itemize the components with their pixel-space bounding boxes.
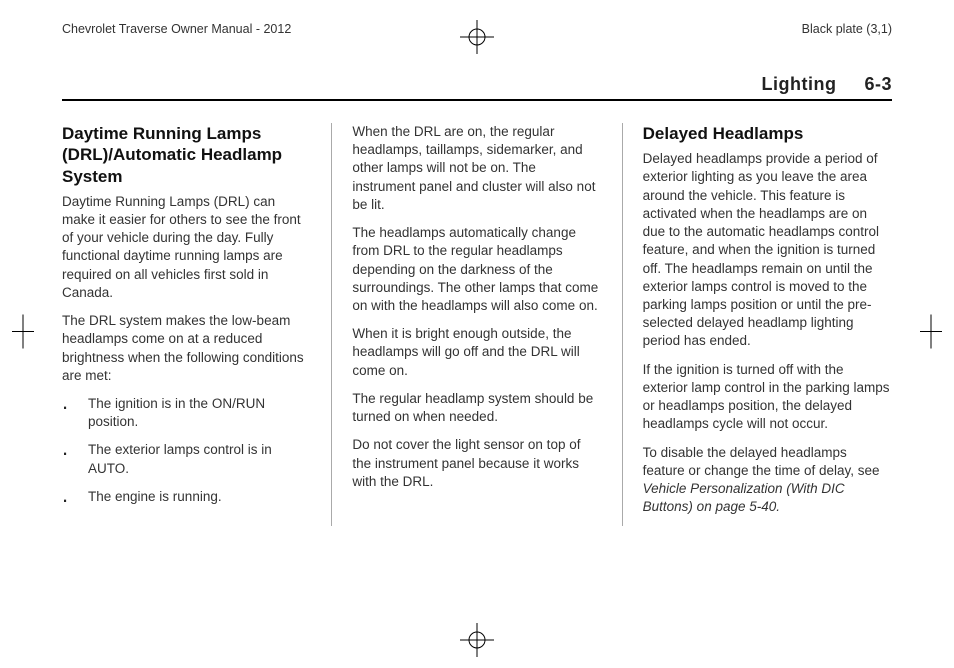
- paragraph: When the DRL are on, the regular headlam…: [352, 123, 601, 214]
- registration-mark-top-icon: [460, 20, 494, 59]
- paragraph: The DRL system makes the low-beam headla…: [62, 312, 311, 385]
- paragraph: The regular headlamp system should be tu…: [352, 390, 601, 426]
- paragraph: If the ignition is turned off with the e…: [643, 361, 892, 434]
- running-head-section: Lighting: [762, 74, 837, 95]
- paragraph: When it is bright enough outside, the he…: [352, 325, 601, 380]
- registration-mark-bottom-icon: [460, 623, 494, 662]
- list-item: The ignition is in the ON/RUN position.: [62, 395, 311, 431]
- registration-mark-right-icon: [920, 315, 942, 354]
- heading-delayed-headlamps: Delayed Headlamps: [643, 123, 892, 144]
- column-3: Delayed Headlamps Delayed headlamps prov…: [622, 123, 892, 526]
- body-columns: Daytime Running Lamps (DRL)/Automatic He…: [62, 123, 892, 526]
- running-head: Lighting 6-3: [62, 74, 892, 101]
- column-1: Daytime Running Lamps (DRL)/Automatic He…: [62, 123, 311, 526]
- text: To disable the delayed headlamps feature…: [643, 445, 880, 478]
- paragraph: The headlamps automatically change from …: [352, 224, 601, 315]
- paragraph: Daytime Running Lamps (DRL) can make it …: [62, 193, 311, 302]
- header-left: Chevrolet Traverse Owner Manual - 2012: [62, 22, 291, 36]
- paragraph: To disable the delayed headlamps feature…: [643, 444, 892, 517]
- paragraph: Delayed headlamps provide a period of ex…: [643, 150, 892, 350]
- list-item: The engine is running.: [62, 488, 311, 506]
- heading-drl: Daytime Running Lamps (DRL)/Automatic He…: [62, 123, 311, 187]
- cross-reference: Vehicle Personalization (With DIC Button…: [643, 481, 845, 514]
- running-head-page: 6-3: [864, 74, 892, 95]
- bullet-list: The ignition is in the ON/RUN position. …: [62, 395, 311, 506]
- column-2: When the DRL are on, the regular headlam…: [331, 123, 601, 526]
- header-right: Black plate (3,1): [802, 22, 892, 36]
- registration-mark-left-icon: [12, 315, 34, 354]
- manual-page: Chevrolet Traverse Owner Manual - 2012 B…: [0, 0, 954, 668]
- list-item: The exterior lamps control is in AUTO.: [62, 441, 311, 477]
- paragraph: Do not cover the light sensor on top of …: [352, 436, 601, 491]
